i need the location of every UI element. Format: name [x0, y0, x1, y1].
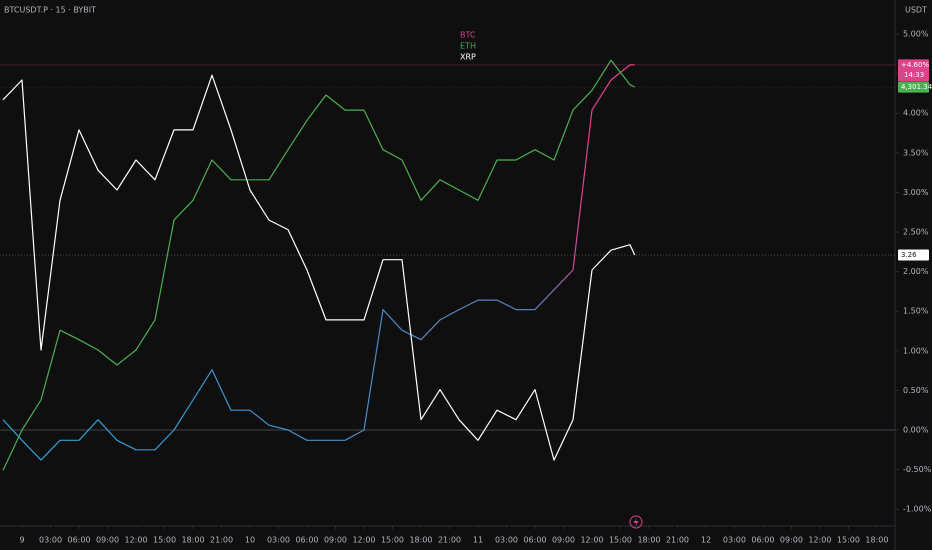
x-tick-label: 15:00 — [609, 536, 632, 545]
x-tick-label: 09:00 — [552, 536, 575, 545]
x-tick-label: 03:00 — [723, 536, 746, 545]
price-tag — [898, 81, 929, 93]
x-tick-label: 18:00 — [637, 536, 660, 545]
x-tick-label: 12:00 — [352, 536, 375, 545]
legend-entry: ETH — [460, 42, 476, 51]
x-tick-label: 21:00 — [438, 536, 461, 545]
x-tick-label: 12:00 — [124, 536, 147, 545]
x-tick-label: 12:00 — [808, 536, 831, 545]
price-tag-label: 4,301.34 — [901, 83, 932, 91]
y-tick-label: 1.00% — [903, 346, 929, 355]
x-tick-label: 15:00 — [837, 536, 860, 545]
x-tick-label: 09:00 — [96, 536, 119, 545]
x-tick-label: 12:00 — [580, 536, 603, 545]
x-tick-label: 18:00 — [409, 536, 432, 545]
y-tick-label: 0.00% — [903, 425, 929, 434]
y-tick-label: 3.00% — [903, 188, 929, 197]
x-tick-label: 06:00 — [68, 536, 91, 545]
x-tick-label: 15:00 — [153, 536, 176, 545]
price-tag-label: +4.60% — [901, 61, 929, 69]
y-tick-label: 2.00% — [903, 267, 929, 276]
x-tick-label: 18:00 — [865, 536, 888, 545]
axis-unit: USDT — [905, 6, 927, 15]
x-tick-label: 12 — [701, 536, 711, 545]
series-line — [2, 59, 635, 471]
price-tag-label: 3.26 — [901, 251, 917, 259]
x-tick-label: 06:00 — [523, 536, 546, 545]
x-tick-label: 03:00 — [39, 536, 62, 545]
series-line — [2, 64, 635, 461]
x-tick-label: 11 — [473, 536, 483, 545]
x-tick-label: 06:00 — [751, 536, 774, 545]
x-tick-label: 06:00 — [295, 536, 318, 545]
y-tick-label: -0.50% — [903, 465, 932, 474]
x-tick-label: 09:00 — [780, 536, 803, 545]
y-tick-label: 4.00% — [903, 109, 929, 118]
x-tick-label: 03:00 — [267, 536, 290, 545]
series-line — [2, 74, 636, 461]
y-tick-label: 3.50% — [903, 148, 929, 157]
x-tick-label: 21:00 — [666, 536, 689, 545]
x-tick-label: 18:00 — [181, 536, 204, 545]
chart-title: BTCUSDT.P · 15 · BYBIT — [4, 6, 96, 15]
x-tick-label: 15:00 — [381, 536, 404, 545]
x-tick-label: 09:00 — [324, 536, 347, 545]
price-tag — [898, 249, 929, 261]
y-tick-label: 1.50% — [903, 307, 929, 316]
x-tick-label: 21:00 — [210, 536, 233, 545]
x-tick-label: 03:00 — [495, 536, 518, 545]
y-tick-label: 0.50% — [903, 386, 929, 395]
x-tick-label: 10 — [245, 536, 255, 545]
legend-entry: XRP — [460, 53, 476, 62]
price-tag-time: 14:33 — [904, 71, 924, 79]
y-tick-label: -1.00% — [903, 505, 932, 514]
price-tag — [898, 59, 929, 82]
y-tick-label: 2.50% — [903, 228, 929, 237]
legend-entry: BTC — [460, 31, 476, 40]
y-tick-label: 5.00% — [903, 30, 929, 39]
event-icon — [629, 515, 643, 529]
x-tick-label: 9 — [19, 536, 24, 545]
